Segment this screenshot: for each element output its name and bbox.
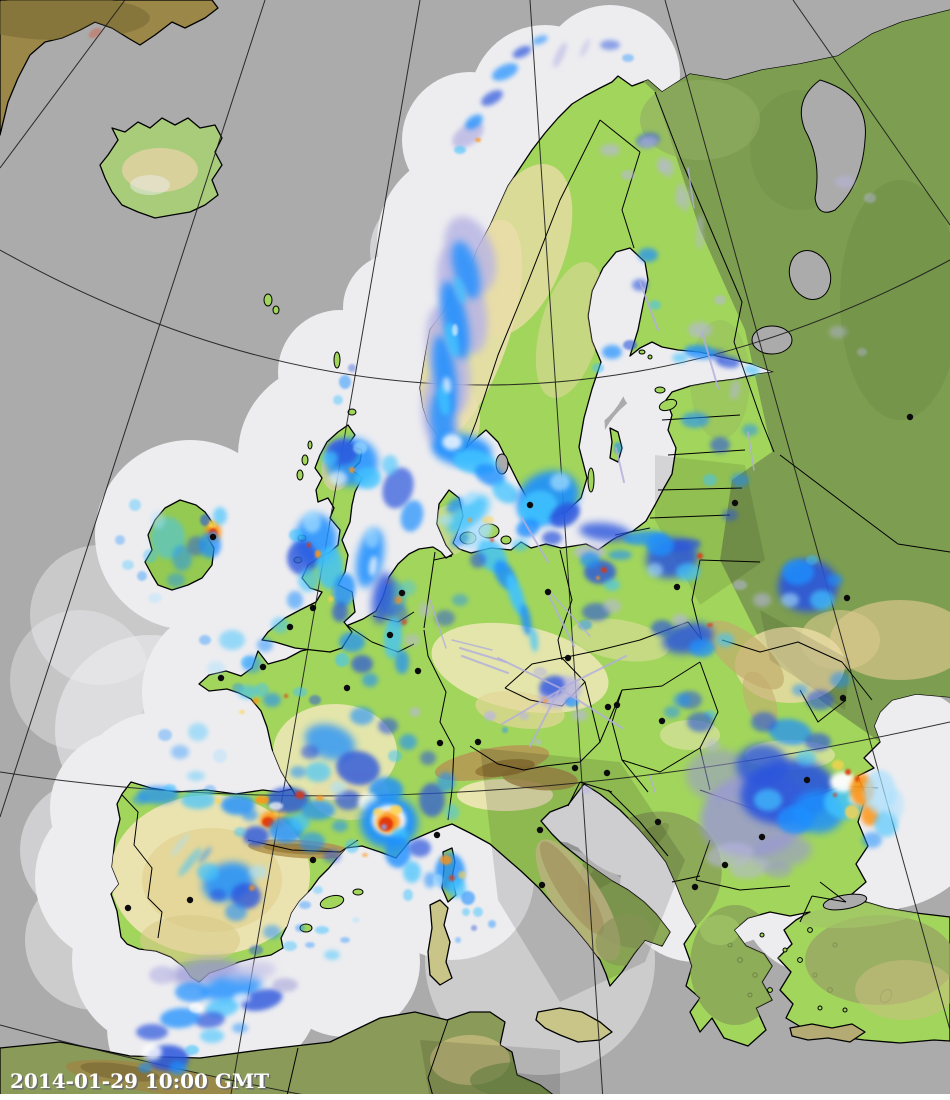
precipitation-layer <box>88 27 904 1075</box>
bottom-border-line <box>0 1094 950 1100</box>
timestamp-shadow: 2014-01-29 10:00 GMT <box>12 1071 271 1095</box>
lake-ladoga <box>751 325 793 355</box>
radar-sites-layer <box>124 413 914 912</box>
shadow-layer <box>420 455 850 1100</box>
artifact-spokes-layer <box>429 167 755 793</box>
lake-onega <box>788 250 832 300</box>
timestamp-label: 2014-01-29 10:00 GMT <box>10 1069 269 1093</box>
